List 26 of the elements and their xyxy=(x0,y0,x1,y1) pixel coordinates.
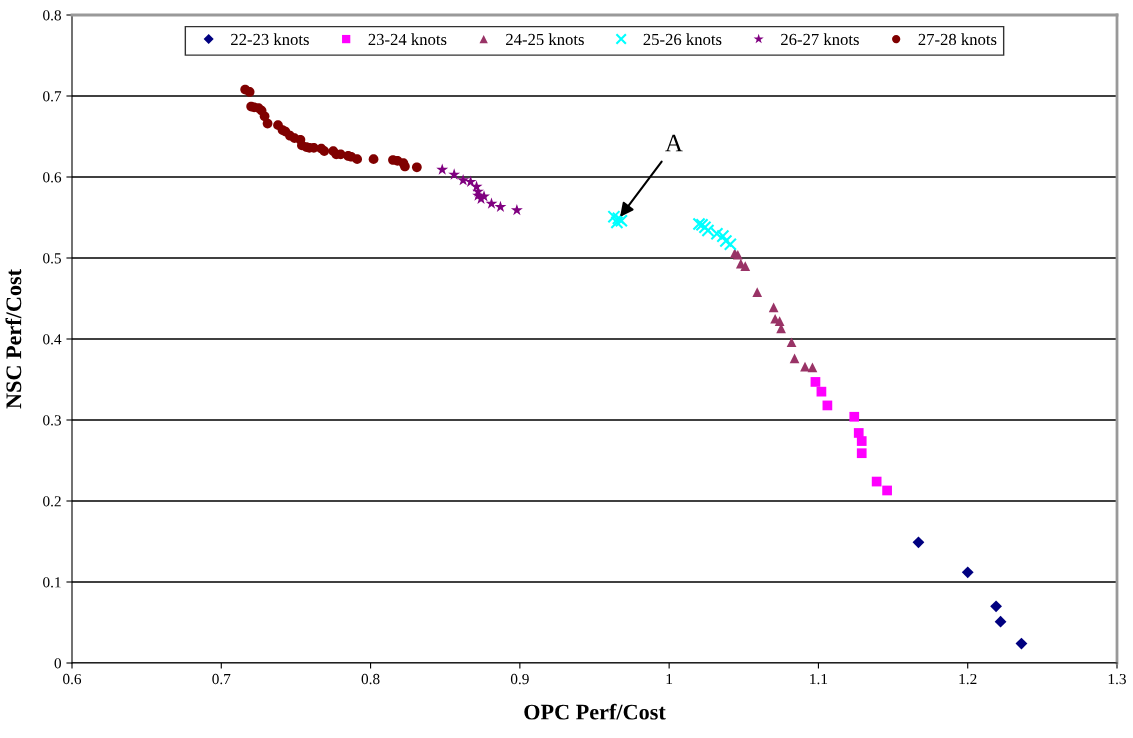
legend-label: 23-24 knots xyxy=(368,33,447,46)
y-tick-label: 0.1 xyxy=(43,577,61,588)
y-tick-label: 0.8 xyxy=(43,10,61,21)
annotation: A xyxy=(665,134,683,152)
x-axis-title: OPC Perf/Cost xyxy=(524,703,666,720)
x-tick-label: 0.7 xyxy=(212,673,231,685)
x-tick-label: 1.1 xyxy=(810,673,828,685)
x-tick-label: 0.8 xyxy=(361,673,380,685)
legend-label: 27-28 knots xyxy=(918,33,997,46)
x-tick-label: 1 xyxy=(666,673,673,685)
x-tick-label: 0.9 xyxy=(510,673,529,685)
y-tick-label: 0.6 xyxy=(43,172,62,183)
x-tick-label: 1.3 xyxy=(1108,673,1126,685)
y-axis-title: NSC Perf/Cost xyxy=(5,269,22,409)
x-tick-label: 1.2 xyxy=(959,673,977,685)
y-tick-label: 0.7 xyxy=(43,91,62,102)
legend-label: 22-23 knots xyxy=(231,33,309,46)
y-tick-label: 0 xyxy=(54,658,61,669)
y-tick-label: 0.5 xyxy=(43,253,61,264)
y-tick-label: 0.3 xyxy=(43,415,61,426)
legend-label: 26-27 knots xyxy=(781,33,859,46)
y-tick-label: 0.2 xyxy=(43,496,61,507)
y-tick-label: 0.4 xyxy=(43,334,62,345)
x-tick-label: 0.6 xyxy=(63,673,82,685)
legend-label: 24-25 knots xyxy=(506,33,584,46)
legend-label: 25-26 knots xyxy=(643,33,722,46)
